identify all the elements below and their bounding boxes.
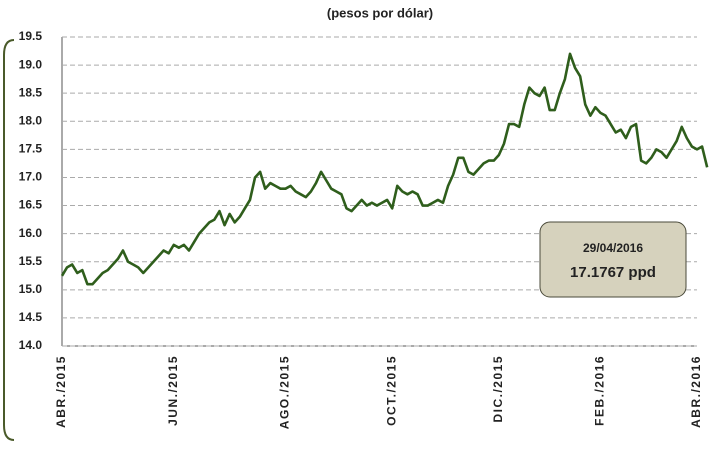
x-tick-label: AGO./2015 (278, 355, 292, 429)
y-tick-label: 15.0 (19, 282, 43, 296)
annotation-value: 17.1767 ppd (570, 264, 656, 281)
x-tick-label: OCT./2015 (384, 355, 398, 426)
y-tick-label: 15.5 (19, 254, 43, 268)
bracket (3, 39, 15, 441)
annotation-box (539, 221, 687, 298)
y-tick-label: 19.0 (19, 57, 43, 71)
annotation-date: 29/04/2016 (583, 241, 643, 255)
x-tick-label: FEB./2016 (593, 355, 607, 426)
y-tick-label: 18.5 (19, 85, 43, 99)
x-tick-label: DIC./2015 (491, 355, 505, 423)
y-tick-label: 14.5 (19, 310, 43, 324)
y-tick-label: 19.5 (19, 29, 43, 43)
y-tick-label: 18.0 (19, 113, 43, 127)
y-tick-label: 17.5 (19, 142, 43, 156)
x-tick-label: ABR./2015 (54, 355, 68, 428)
y-tick-label: 14.0 (19, 338, 43, 352)
chart-subtitle: (pesos por dólar) (327, 5, 433, 20)
x-tick-label: JUN./2015 (166, 355, 180, 426)
x-tick-label: ABR./2016 (689, 355, 703, 428)
line (60, 52, 709, 286)
y-tick-label: 16.5 (19, 198, 43, 212)
y-tick-label: 16.0 (19, 226, 43, 240)
y-tick-label: 17.0 (19, 170, 43, 184)
